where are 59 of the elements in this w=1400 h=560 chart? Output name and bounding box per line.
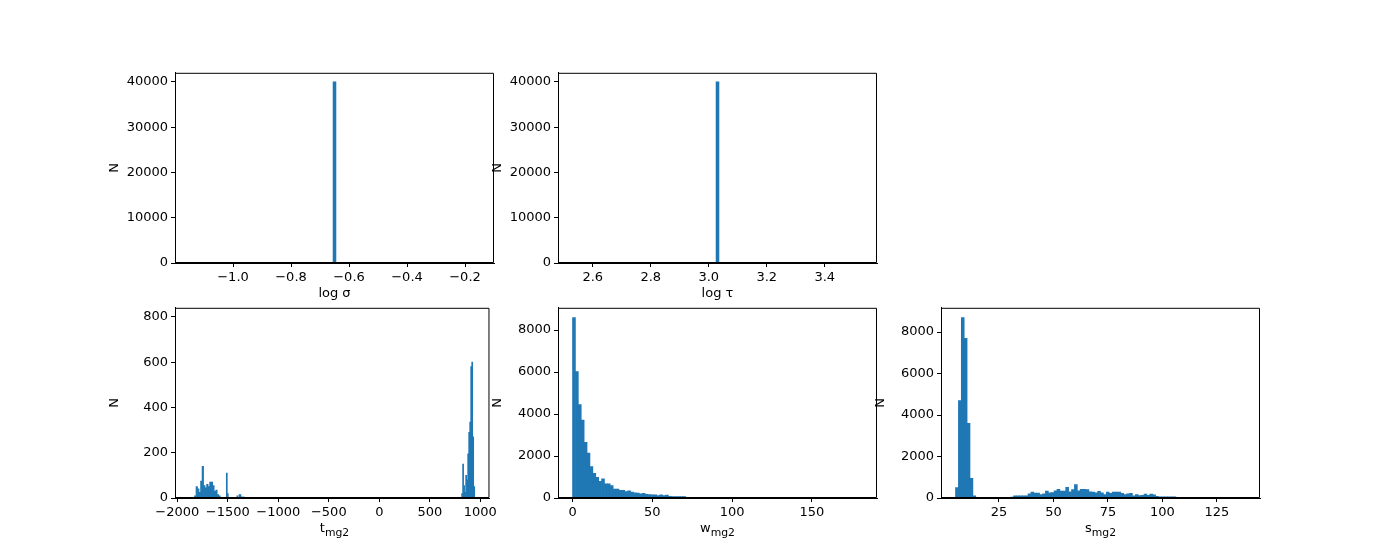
x-tick-label: −500 — [310, 504, 347, 520]
y-tick-label: 2000 — [900, 447, 934, 463]
y-tick-label: 0 — [542, 254, 551, 270]
y-axis-title: N — [489, 398, 505, 408]
y-tick-label: 20000 — [509, 163, 551, 179]
x-tick-label: 150 — [799, 504, 825, 520]
x-tick-label: 3.2 — [756, 269, 778, 285]
x-axis-title: s$_{mg2}$ — [1083, 520, 1118, 539]
x-tick-label: 0 — [375, 504, 384, 520]
x-axis-title: w$_{mg2}$ — [699, 520, 736, 539]
x-tick-label: 125 — [1204, 504, 1230, 520]
x-tick-label: −0.6 — [333, 269, 365, 285]
x-tick-label: 50 — [644, 504, 661, 520]
x-tick-label: 50 — [1045, 504, 1062, 520]
y-tick-label: 0 — [925, 489, 934, 505]
x-tick-label: −1500 — [205, 504, 250, 520]
y-tick-label: 8000 — [517, 321, 551, 337]
x-tick-label: −0.2 — [449, 269, 481, 285]
x-tick-label: 3.0 — [698, 269, 720, 285]
x-tick-label: 0 — [568, 504, 577, 520]
y-tick-label: 0 — [159, 489, 168, 505]
y-tick-label: 10000 — [126, 209, 168, 225]
x-tick-label: 2.6 — [582, 269, 604, 285]
y-tick-label: 20000 — [126, 163, 168, 179]
x-axis-title: log τ — [700, 285, 735, 300]
y-tick-label: 10000 — [509, 209, 551, 225]
y-tick-label: 400 — [143, 398, 168, 414]
x-tick-label: −1.0 — [217, 269, 249, 285]
y-tick-label: 600 — [143, 353, 168, 369]
y-tick-label: 200 — [143, 444, 168, 460]
x-tick-label: −0.4 — [391, 269, 423, 285]
x-axis-title: log σ — [317, 285, 352, 300]
y-tick-label: 800 — [143, 308, 168, 324]
y-tick-label: 30000 — [509, 118, 551, 134]
y-tick-label: 6000 — [900, 364, 934, 380]
x-tick-label: 25 — [990, 504, 1008, 520]
x-tick-label: 500 — [417, 504, 443, 520]
x-tick-label: 100 — [719, 504, 745, 520]
y-tick-label: 8000 — [900, 323, 934, 339]
y-tick-label: 0 — [159, 254, 168, 270]
y-tick-label: 2000 — [517, 447, 551, 463]
y-tick-label: 0 — [542, 489, 551, 505]
x-tick-label: 3.4 — [814, 269, 836, 285]
x-tick-label: −2000 — [155, 504, 200, 520]
y-tick-label: 40000 — [126, 73, 168, 89]
y-axis-title: N — [106, 398, 122, 408]
y-tick-label: 4000 — [900, 406, 934, 422]
x-tick-label: −1000 — [256, 504, 301, 520]
x-tick-label: −0.8 — [275, 269, 307, 285]
y-tick-label: 30000 — [126, 118, 168, 134]
y-tick-label: 4000 — [517, 405, 551, 421]
x-tick-label: 75 — [1099, 504, 1117, 520]
y-axis-title: N — [106, 163, 122, 173]
x-axis-title: t$_{mg2}$ — [318, 520, 351, 539]
x-tick-label: 2.8 — [640, 269, 662, 285]
y-tick-label: 6000 — [517, 363, 551, 379]
x-tick-label: 100 — [1150, 504, 1175, 520]
x-tick-label: 1000 — [463, 504, 497, 520]
y-tick-label: 40000 — [509, 73, 551, 89]
